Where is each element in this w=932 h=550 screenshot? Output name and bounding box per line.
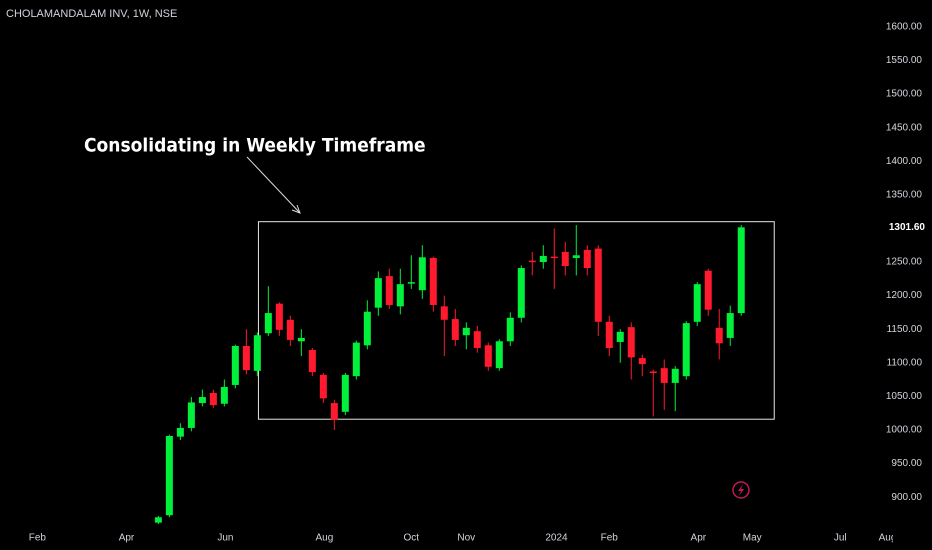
candle-body [253,335,261,371]
candle-body [693,284,701,322]
annotation: Consolidating in Weekly Timeframe [84,135,426,157]
alert-icon[interactable] [732,481,750,499]
y-tick-label: 1200.00 [886,290,923,301]
candle-body [198,397,206,404]
candle-body [737,227,745,314]
candle-body [616,331,624,342]
candle-body [638,358,646,365]
x-tick-label: Oct [404,533,420,544]
candle-body [363,311,371,346]
x-tick-label: May [743,533,762,544]
candle-body [605,321,613,348]
candle-body [627,327,635,358]
x-tick-label: Apr [691,533,707,544]
y-tick-label: 900.00 [891,492,922,503]
y-tick-label: 1150.00 [887,324,923,335]
candle-body [484,345,492,367]
x-tick-label: Aug [316,533,334,544]
candle-body [561,251,569,267]
candle-body [187,402,195,428]
candle-body [297,337,305,342]
candle-body [495,341,503,369]
y-tick-label: 1000.00 [886,425,923,436]
x-tick-label: Apr [119,533,135,544]
x-tick-label: Jun [217,533,233,544]
x-tick-label: Nov [457,533,475,544]
candle-body [330,403,338,420]
candle-body [451,319,459,340]
y-tick-label: 950.00 [891,458,922,469]
x-tick-label: Aug [879,533,897,544]
candle-body [286,319,294,340]
candle-body [528,260,536,263]
y-tick-label: 1500.00 [886,89,923,100]
annotation-arrow [246,156,301,214]
y-tick-label: 1250.00 [886,257,923,268]
y-tick-label: 1100.00 [887,357,923,368]
y-tick-label: 1600.00 [886,22,923,33]
candle-body [583,249,591,269]
candle-body [715,327,723,344]
chart-title: CHOLAMANDALAM INV, 1W, NSE [6,8,177,20]
candle-body [220,386,228,404]
candle-body [407,282,415,284]
candle-body [704,270,712,310]
candle-body [572,255,580,258]
candle-body [154,517,162,523]
x-tick-label: Feb [29,533,47,544]
candle-body [440,306,448,320]
candle-body [341,374,349,412]
candle-body [671,368,679,383]
y-tick-label: 1050.00 [886,391,923,402]
candle-body [539,255,547,262]
candle-body [176,427,184,437]
axes: 900.00 950.00 1000.00 1050.00 1100.00 1150.00… [29,22,926,544]
candle-body [165,435,173,516]
candle-body [462,327,470,336]
candle-body [550,256,558,259]
annotation-arrowhead [291,204,301,214]
candle-body [660,368,668,383]
candle-body [682,323,690,377]
candle-body [231,345,239,385]
candle-body [726,313,734,338]
candle-body [275,303,283,330]
y-tick-label: 1550.00 [886,55,923,66]
consolidation-box [257,221,775,420]
candle-body [506,317,514,342]
last-price-label: 1301.60 [889,222,926,233]
x-tick-label: Feb [601,533,619,544]
candle-body [319,374,327,399]
y-tick-label: 1400.00 [886,156,923,167]
candle-body [418,257,426,291]
y-tick-label: 1450.00 [886,122,923,133]
candle-body [517,268,525,318]
candle-body [264,313,272,334]
candle-body [473,331,481,348]
candle-body [396,284,404,307]
candle-body [308,350,316,373]
candle-body [429,257,437,305]
candle-body [209,393,217,406]
candle-body [242,345,250,371]
candle-body [374,278,382,308]
x-tick-label: Jul [834,533,847,544]
candle-body [594,248,602,322]
candle-body [649,371,657,374]
y-tick-label: 1350.00 [886,189,923,200]
candle-body [385,276,393,305]
candle-body [352,342,360,377]
plot [154,221,775,524]
x-tick-label: 2024 [545,533,568,544]
